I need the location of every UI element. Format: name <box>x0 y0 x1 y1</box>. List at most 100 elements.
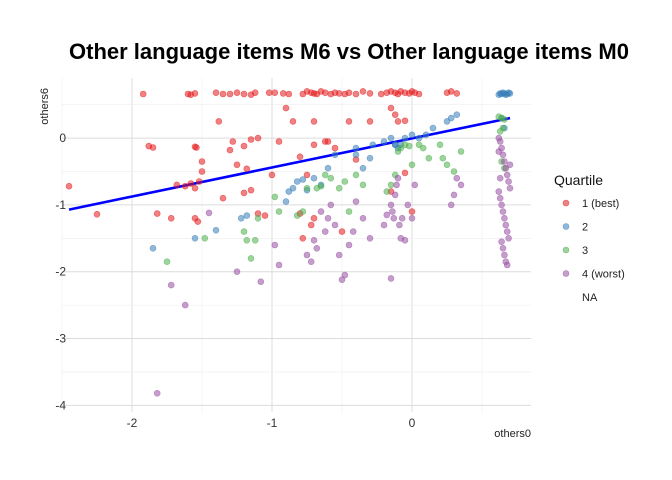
data-point <box>501 251 508 259</box>
data-point <box>503 228 511 235</box>
data-point <box>447 88 455 95</box>
data-point <box>401 237 409 244</box>
data-point <box>303 184 311 192</box>
data-point <box>237 215 245 222</box>
data-point <box>285 90 293 98</box>
y-tick-label: -1 <box>55 198 66 212</box>
data-point <box>383 188 391 195</box>
data-point <box>282 198 290 205</box>
data-point <box>450 191 458 199</box>
legend-title: Quartile <box>554 172 603 188</box>
data-point <box>149 245 157 252</box>
data-point <box>387 275 395 282</box>
data-point <box>496 174 504 182</box>
data-point <box>415 90 423 98</box>
data-point <box>187 180 195 187</box>
data-point <box>139 90 147 98</box>
data-point <box>447 201 455 209</box>
data-point <box>345 241 353 249</box>
data-point <box>502 221 510 229</box>
data-point <box>215 118 223 125</box>
data-point <box>313 245 321 252</box>
data-point <box>422 131 430 139</box>
data-point <box>296 153 304 161</box>
data-point <box>212 89 220 96</box>
data-point <box>401 169 409 177</box>
data-point <box>447 114 455 122</box>
legend-key <box>562 223 570 230</box>
data-point <box>352 171 360 179</box>
data-point <box>271 89 279 96</box>
data-point <box>505 178 512 185</box>
x-axis-title: others0 <box>494 428 531 440</box>
data-point <box>503 261 511 269</box>
data-point <box>387 104 395 112</box>
legend-label: 1 (best) <box>582 198 619 210</box>
data-point <box>275 208 283 215</box>
data-point <box>307 221 315 229</box>
data-point <box>387 181 395 189</box>
y-tick-label: -3 <box>55 332 66 346</box>
data-point <box>321 228 329 235</box>
data-point <box>369 141 377 149</box>
data-point <box>419 144 427 152</box>
data-point <box>331 221 339 229</box>
data-point <box>394 118 402 125</box>
data-point <box>394 174 402 182</box>
data-point <box>345 208 353 215</box>
data-point <box>401 134 409 142</box>
data-point <box>307 258 315 266</box>
data-point <box>359 215 367 222</box>
data-point <box>352 151 360 159</box>
data-point <box>495 188 503 195</box>
legend-key <box>562 270 570 277</box>
data-point <box>93 211 101 218</box>
data-point <box>380 138 388 145</box>
data-point <box>502 164 510 172</box>
data-point <box>390 215 398 222</box>
data-point <box>257 278 265 286</box>
x-tick-label: -2 <box>127 416 138 430</box>
data-point <box>303 171 311 179</box>
data-point <box>285 188 293 195</box>
data-point <box>387 201 395 209</box>
data-point <box>201 235 209 242</box>
y-tick-label: -2 <box>55 265 66 279</box>
data-point <box>251 89 259 96</box>
data-point <box>408 161 416 169</box>
data-point <box>383 211 391 219</box>
data-point <box>341 178 349 185</box>
data-point <box>153 389 161 397</box>
data-point <box>212 227 220 234</box>
data-point <box>324 215 332 222</box>
data-point <box>408 208 416 215</box>
data-point <box>198 158 206 165</box>
data-point <box>271 241 279 249</box>
data-point <box>149 144 157 151</box>
data-point <box>247 255 255 262</box>
data-point <box>404 201 412 209</box>
x-tick-label: -1 <box>267 416 278 430</box>
data-point <box>219 90 227 98</box>
data-point <box>453 111 461 118</box>
data-point <box>279 90 287 97</box>
data-point <box>205 209 213 217</box>
data-point <box>377 90 385 98</box>
data-point <box>247 186 255 194</box>
data-point <box>299 208 307 215</box>
data-point <box>317 208 325 215</box>
data-point <box>396 221 403 229</box>
data-point <box>496 128 504 135</box>
data-point <box>366 118 374 125</box>
data-point <box>275 261 283 269</box>
data-point <box>439 154 447 162</box>
data-point <box>153 210 161 217</box>
data-point <box>191 90 199 97</box>
data-point <box>359 88 367 95</box>
data-point <box>443 161 451 169</box>
data-point <box>496 138 504 145</box>
data-point <box>352 144 360 152</box>
data-point <box>198 168 206 175</box>
data-point <box>391 191 399 199</box>
data-point <box>327 201 335 209</box>
